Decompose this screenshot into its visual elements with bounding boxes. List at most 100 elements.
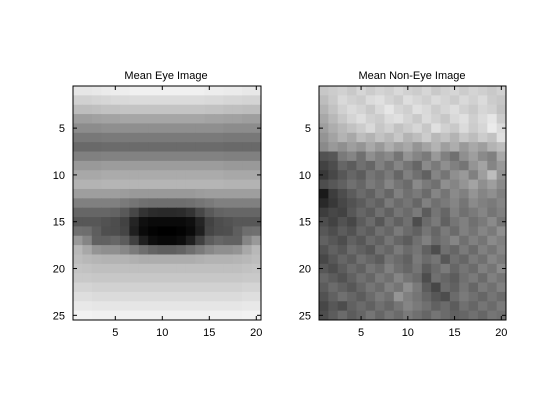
heatmap-cell bbox=[91, 179, 102, 190]
heatmap-cell bbox=[195, 301, 205, 312]
heatmap-cell bbox=[204, 95, 215, 106]
heatmap-cell bbox=[319, 188, 329, 199]
heatmap-cell bbox=[82, 217, 93, 227]
heatmap-cell bbox=[176, 132, 187, 143]
heatmap-cell bbox=[403, 263, 413, 274]
heatmap-cell bbox=[214, 160, 224, 171]
heatmap-cell bbox=[214, 132, 224, 143]
heatmap-cell bbox=[384, 198, 395, 209]
heatmap-cell bbox=[195, 179, 205, 190]
heatmap-cell bbox=[421, 86, 432, 96]
heatmap-cell bbox=[403, 291, 413, 302]
heatmap-cell bbox=[403, 254, 413, 265]
heatmap-cell bbox=[129, 273, 140, 283]
heatmap-cell bbox=[82, 151, 93, 162]
heatmap-cell bbox=[375, 104, 385, 115]
heatmap-cell bbox=[176, 310, 187, 321]
heatmap-cell bbox=[73, 273, 83, 283]
heatmap-cell bbox=[204, 198, 215, 209]
heatmap-cell bbox=[375, 310, 385, 321]
heatmap-cell bbox=[232, 245, 243, 255]
heatmap-cell bbox=[232, 254, 243, 265]
heatmap-cell bbox=[487, 95, 498, 106]
heatmap-cell bbox=[375, 282, 385, 293]
heatmap-cell bbox=[449, 151, 460, 162]
heatmap-cell bbox=[440, 245, 451, 255]
heatmap-cell bbox=[129, 310, 140, 321]
heatmap-cell bbox=[82, 104, 93, 115]
heatmap-cell bbox=[82, 291, 93, 302]
heatmap-cell bbox=[347, 217, 357, 227]
heatmap-cell bbox=[82, 132, 93, 143]
heatmap-cell bbox=[73, 104, 83, 115]
heatmap-cell bbox=[148, 254, 158, 265]
heatmap-cell bbox=[375, 198, 385, 209]
heatmap-cell bbox=[356, 95, 367, 106]
heatmap-cell bbox=[214, 291, 224, 302]
heatmap-cell bbox=[328, 104, 339, 115]
heatmap-cell bbox=[251, 245, 262, 255]
heatmap-cell bbox=[232, 226, 243, 237]
heatmap-cell bbox=[356, 160, 367, 171]
heatmap-cell bbox=[393, 179, 404, 190]
heatmap-cell bbox=[232, 86, 243, 96]
heatmap-cell bbox=[214, 254, 224, 265]
y-tick-label: 15 bbox=[299, 217, 311, 229]
heatmap-cell bbox=[393, 86, 404, 96]
heatmap-cell bbox=[148, 123, 158, 134]
heatmap-cell bbox=[375, 86, 385, 96]
heatmap-cell bbox=[468, 282, 479, 293]
heatmap-cell bbox=[403, 282, 413, 293]
heatmap-cell bbox=[328, 170, 339, 180]
heatmap-cell bbox=[167, 301, 177, 312]
heatmap-cell bbox=[337, 114, 348, 124]
heatmap-cell bbox=[148, 95, 158, 106]
heatmap-cell bbox=[487, 123, 498, 134]
heatmap-cell bbox=[157, 301, 168, 312]
heatmap-cell bbox=[73, 114, 83, 124]
heatmap-cell bbox=[176, 160, 187, 171]
heatmap-cell bbox=[319, 217, 329, 227]
heatmap-cell bbox=[129, 170, 140, 180]
heatmap-cell bbox=[412, 170, 423, 180]
heatmap-cell bbox=[232, 207, 243, 218]
heatmap-cell bbox=[431, 245, 441, 255]
heatmap-cell bbox=[138, 132, 149, 143]
heatmap-cell bbox=[328, 142, 339, 152]
heatmap-cell bbox=[468, 95, 479, 106]
heatmap-cell bbox=[129, 95, 140, 106]
heatmap-cell bbox=[185, 142, 196, 152]
heatmap-cell bbox=[365, 291, 376, 302]
heatmap-cell bbox=[496, 245, 507, 255]
heatmap-cell bbox=[214, 207, 224, 218]
heatmap-cell bbox=[337, 151, 348, 162]
heatmap-cell bbox=[412, 301, 423, 312]
heatmap-cell bbox=[223, 151, 234, 162]
heatmap-cell bbox=[319, 123, 329, 134]
heatmap-cell bbox=[242, 291, 252, 302]
heatmap-cell bbox=[365, 188, 376, 199]
heatmap-cell bbox=[176, 95, 187, 106]
heatmap-cell bbox=[242, 207, 252, 218]
heatmap-cell bbox=[384, 86, 395, 96]
heatmap-cell bbox=[347, 114, 357, 124]
heatmap-cell bbox=[431, 198, 441, 209]
heatmap-cell bbox=[403, 179, 413, 190]
heatmap-cell bbox=[129, 114, 140, 124]
heatmap-cell bbox=[73, 86, 83, 96]
heatmap-cell bbox=[223, 235, 234, 246]
heatmap-cell bbox=[375, 123, 385, 134]
heatmap-cell bbox=[110, 198, 121, 209]
heatmap-cell bbox=[223, 160, 234, 171]
heatmap-cell bbox=[412, 291, 423, 302]
heatmap-cell bbox=[148, 245, 158, 255]
heatmap-cell bbox=[477, 245, 488, 255]
heatmap-cell bbox=[375, 132, 385, 143]
heatmap-cell bbox=[101, 188, 111, 199]
heatmap-cell bbox=[459, 114, 469, 124]
heatmap-cell bbox=[459, 310, 469, 321]
heatmap-cell bbox=[477, 310, 488, 321]
heatmap-cell bbox=[496, 142, 507, 152]
heatmap-cell bbox=[449, 188, 460, 199]
heatmap-cell bbox=[412, 235, 423, 246]
